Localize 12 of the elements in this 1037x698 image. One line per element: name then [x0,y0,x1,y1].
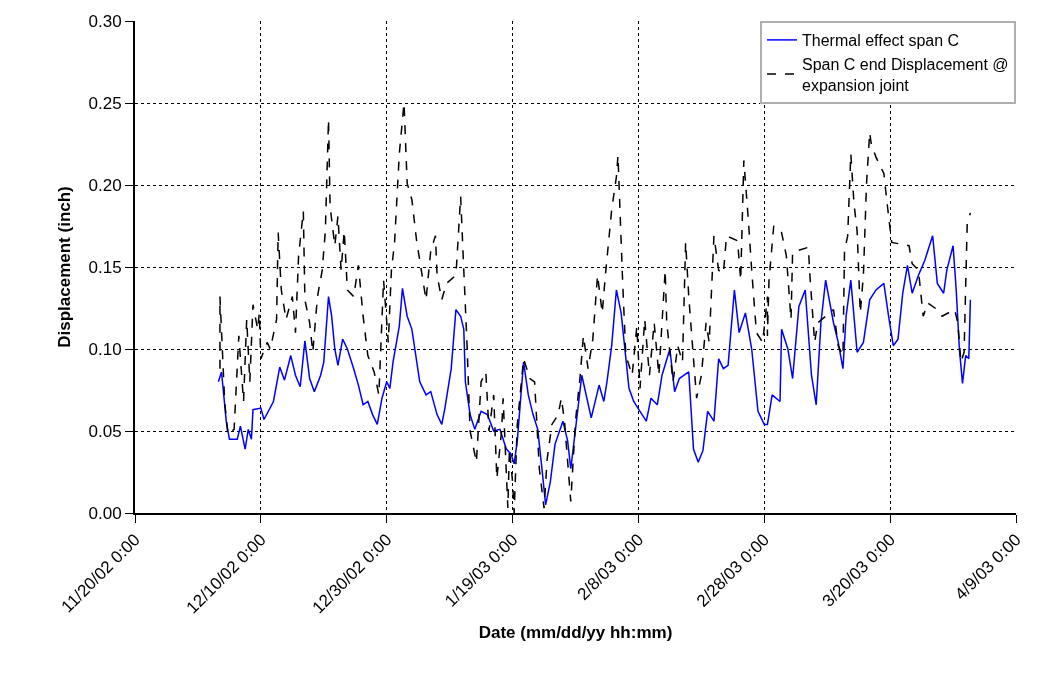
x-axis-title: Date (mm/dd/yy hh:mm) [478,623,673,643]
y-tick-label: 0.00 [88,503,122,523]
y-tick-label: 0.10 [88,339,122,359]
y-tick-label: 0.30 [88,11,122,31]
y-tick-label: 0.15 [88,257,122,277]
legend-label: Span C end Displacement @ expansion joint [802,55,1009,94]
legend-label: Thermal effect span C [802,32,960,50]
y-tick-label: 0.20 [88,175,122,195]
y-axis-title: Displacement (inch) [54,186,74,348]
y-tick-label: 0.25 [88,93,122,113]
line-series [217,235,972,506]
y-tick-label: 0.05 [88,421,122,441]
